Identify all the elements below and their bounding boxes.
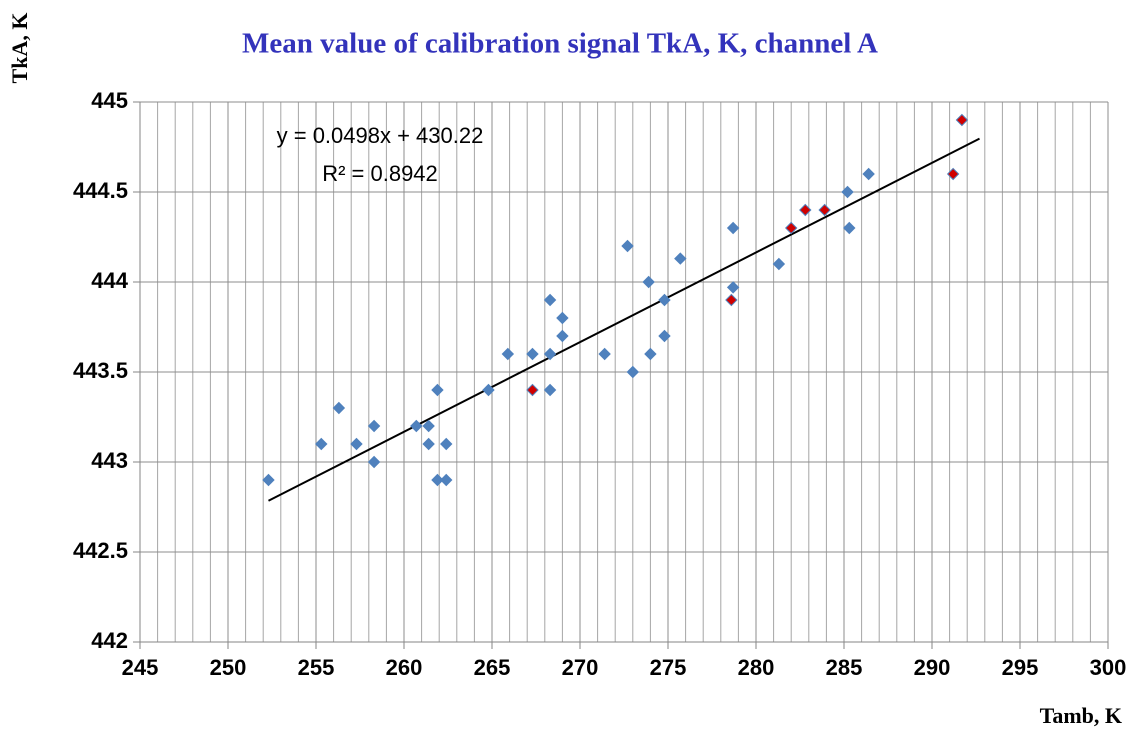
data-point — [440, 473, 453, 487]
data-point — [626, 365, 640, 379]
data-point — [556, 311, 569, 325]
y-axis-title: TkA, K — [7, 13, 32, 84]
data-point — [332, 401, 346, 415]
data-point — [410, 419, 423, 433]
x-tick-label: 300 — [1090, 655, 1127, 680]
data-point — [621, 239, 634, 253]
y-tick-label: 444 — [91, 268, 128, 293]
data-point — [658, 293, 671, 307]
x-axis-title: Tamb, K — [1040, 703, 1122, 728]
data-point — [725, 293, 738, 307]
data-point — [367, 419, 381, 433]
data-point — [818, 203, 831, 217]
trend-equation: y = 0.0498x + 430.22 — [277, 123, 484, 148]
x-tick-label: 285 — [826, 655, 863, 680]
data-point — [955, 113, 969, 127]
data-point — [862, 167, 875, 181]
data-point — [526, 383, 539, 397]
data-point — [543, 293, 557, 307]
data-point — [658, 329, 671, 343]
trend-r-squared: R² = 0.8942 — [322, 161, 438, 186]
x-tick-label: 265 — [474, 655, 511, 680]
x-tick-label: 255 — [298, 655, 335, 680]
x-tick-label: 260 — [386, 655, 423, 680]
data-point — [799, 203, 812, 217]
data-point — [262, 473, 275, 487]
x-tick-label: 250 — [210, 655, 247, 680]
x-tick-label: 270 — [562, 655, 599, 680]
data-point — [501, 347, 515, 361]
data-point — [440, 437, 453, 451]
data-point — [946, 167, 960, 181]
x-tick-label: 295 — [1002, 655, 1039, 680]
x-tick-label: 245 — [122, 655, 159, 680]
x-tick-label: 275 — [650, 655, 687, 680]
data-point — [644, 347, 657, 361]
data-point — [674, 252, 687, 265]
data-point — [543, 347, 557, 361]
data-point — [543, 383, 557, 397]
chart-title: Mean value of calibration signal TkA, K,… — [242, 28, 878, 60]
data-point — [482, 383, 495, 397]
data-point — [315, 437, 328, 451]
data-point — [784, 221, 798, 235]
y-tick-label: 445 — [91, 88, 128, 113]
data-point — [772, 257, 786, 271]
data-point — [431, 473, 444, 487]
data-point — [422, 437, 435, 451]
data-point — [841, 185, 854, 199]
data-point — [642, 275, 655, 289]
data-point — [367, 455, 381, 469]
y-tick-label: 442.5 — [73, 538, 128, 563]
y-tick-label: 442 — [91, 628, 128, 653]
data-point — [726, 281, 740, 294]
data-point — [431, 383, 444, 397]
data-point — [526, 347, 539, 361]
data-point — [556, 329, 569, 343]
data-point — [350, 437, 363, 451]
data-point — [598, 347, 611, 361]
trendline — [268, 137, 980, 502]
y-tick-label: 444.5 — [73, 178, 128, 203]
data-point — [422, 419, 435, 433]
x-tick-label: 280 — [738, 655, 775, 680]
y-tick-label: 443.5 — [73, 358, 128, 383]
data-point — [843, 221, 856, 235]
data-point — [726, 221, 740, 235]
y-tick-label: 443 — [91, 448, 128, 473]
x-tick-label: 290 — [914, 655, 951, 680]
